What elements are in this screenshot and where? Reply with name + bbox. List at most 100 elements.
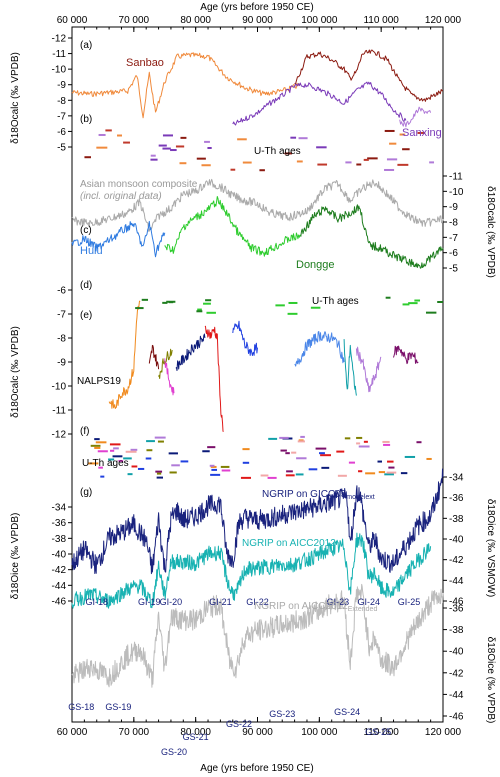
- label-dongge: Dongge: [296, 259, 335, 271]
- gs-label-6: GS-24: [334, 707, 360, 717]
- y-axis-cd-tick-label: -11: [449, 172, 463, 183]
- gi-label-6: GI-24: [358, 597, 381, 607]
- label-uth-ab: U-Th ages: [254, 146, 301, 157]
- x-tick-label-bottom: 110 000: [363, 727, 399, 738]
- y-axis-ef-tick-label: -9: [57, 358, 66, 369]
- panel-letter-a: (a): [80, 40, 92, 51]
- y-axis-g-left-tick-label: -34: [52, 503, 67, 514]
- x-axis-top: 60 000 70 000 80 000 90 000 100 000 110 000 12…: [57, 15, 462, 32]
- series-ef-4: [175, 333, 206, 371]
- y-axis-g-right-bottom-tick-label: -40: [449, 647, 464, 658]
- series-g-aicc: [71, 532, 432, 609]
- label-uth-ef: U-Th ages: [82, 458, 129, 469]
- y-axis-cd-tick-label: -6: [449, 248, 458, 259]
- y-axis-g-right-top-tick-label: -40: [449, 535, 464, 546]
- panel-letter-f: (f): [80, 426, 89, 437]
- label-ngrip-gicc-main: NGRIP on GICC05: [262, 489, 347, 500]
- y-axis-g-right-top-tick-label: -36: [449, 493, 464, 504]
- y-axis-g-right-bottom-tick-label: -44: [449, 690, 464, 701]
- x-tick-label-top: 90 000: [242, 15, 273, 26]
- series-cd-0: [71, 178, 444, 232]
- y-title-g-right-bottom: δ18Oice (‰ VPDB): [485, 637, 496, 724]
- gs-label-2: GS-20: [161, 747, 187, 757]
- stadial-interstadial-annotations: GI-18 GI-19 GI-20 GI-21 GI-22 GI-23 GI-24 GI-25…: [68, 597, 420, 757]
- panel-letter-d: (d): [80, 280, 92, 291]
- y-axis-ef-tick-label: -11: [52, 406, 66, 417]
- x-tick-label-top: 70 000: [119, 15, 150, 26]
- bottom-axis-title: Age (yrs before 1950 CE): [200, 763, 313, 774]
- gi-label-1: GI-19: [138, 597, 161, 607]
- y-title-g-left: δ18Oice (‰ VPDB): [10, 513, 21, 600]
- series-ef-8: [343, 339, 357, 396]
- series-cd-2: [164, 196, 302, 257]
- y-axis-g-right-top-tick-label: -46: [449, 597, 464, 608]
- gs-label-4: GS-22: [226, 719, 252, 729]
- y-axis-g-left-tick-label: -36: [52, 518, 67, 529]
- y-axis-ab-tick-label: -9: [57, 80, 66, 91]
- y-axis-g-right-top-tick-label: -34: [449, 473, 464, 484]
- gs-label-0: GS-18: [68, 702, 94, 712]
- y-axis-ef-tick-label: -6: [57, 286, 66, 297]
- y-axis-cd-tick-label: -10: [449, 187, 464, 198]
- label-ngrip-gicc: NGRIP on GICC05modelext: [262, 489, 375, 501]
- y-axis-ef-tick-label: -10: [52, 382, 67, 393]
- y-axis-ab-tick-label: -7: [57, 111, 66, 122]
- y-axis-g-left-tick-label: -46: [52, 597, 67, 608]
- series-cd-3: [300, 204, 444, 269]
- panel-letter-g: (g): [80, 487, 92, 498]
- gi-label-0: GI-18: [85, 597, 108, 607]
- y-axes: -12 -11 -10 -9 -8 -7 -6 -5 -11 -10 -9 -8 -7 -6 -5 -12 -1…: [52, 34, 464, 723]
- gs-label-7: GS-25: [365, 727, 391, 737]
- series-cd-1: [71, 220, 166, 258]
- y-axis-g-right-bottom-tick-label: -38: [449, 625, 464, 636]
- label-ngrip-aicc-ext-sub: Extended: [348, 606, 378, 613]
- x-tick-label-bottom: 70 000: [119, 727, 150, 738]
- label-ngrip-aicc-ext: NGRIP on AICC2012Extended: [254, 601, 377, 613]
- x-tick-label-top: 60 000: [57, 15, 88, 26]
- y-axis-ef-tick-label: -7: [57, 310, 66, 321]
- y-axis-g-right-bottom-tick-label: -36: [449, 604, 464, 615]
- label-ngrip-aicc: NGRIP on AICC2012: [242, 538, 336, 549]
- y-axis-ab-tick-label: -6: [57, 127, 66, 138]
- y-axis-cd-tick-label: -5: [449, 264, 458, 275]
- x-tick-label-top: 80 000: [180, 15, 211, 26]
- y-title-g-right-top: δ18Oice (‰ VSMOW): [485, 499, 496, 597]
- series-ab-3: [399, 106, 432, 128]
- y-axis-ef-tick-label: -8: [57, 334, 66, 345]
- panel-letter-c: (c): [80, 225, 92, 236]
- label-nalps19: NALPS19: [77, 376, 121, 387]
- x-tick-label-top: 100 000: [301, 15, 338, 26]
- x-tick-label-bottom: 90 000: [242, 727, 273, 738]
- y-title-ab: δ18Ocalc (‰ VPDB): [10, 52, 21, 144]
- x-tick-label-bottom: 100 000: [301, 727, 338, 738]
- series-ab-1: [294, 49, 444, 102]
- y-axis-cd-tick-label: -7: [449, 233, 458, 244]
- x-tick-label-top: 120 000: [425, 15, 462, 26]
- y-axis-ab-tick-label: -5: [57, 143, 66, 154]
- series-ab-0: [71, 52, 302, 119]
- y-axis-ab-tick-label: -8: [57, 96, 66, 107]
- series-ef-10: [393, 345, 419, 365]
- uth-age-bars: [84, 129, 444, 479]
- gi-label-7: GI-25: [398, 597, 421, 607]
- series-ef-3: [164, 358, 175, 396]
- series-ef-1: [148, 344, 160, 370]
- y-axis-g-left-tick-label: -42: [52, 565, 67, 576]
- gs-label-3: GS-21: [183, 732, 209, 742]
- gi-label-4: GI-22: [246, 597, 269, 607]
- series-g-aicc-ext: [71, 583, 444, 688]
- x-tick-label-bottom: 80 000: [180, 727, 211, 738]
- series-ab-2: [232, 81, 407, 126]
- x-tick-label-top: 110 000: [363, 15, 399, 26]
- top-axis-title: Age (yrs before 1950 CE): [200, 2, 313, 13]
- y-axis-g-right-bottom-tick-label: -42: [449, 668, 464, 679]
- series-ef-7: [294, 331, 345, 367]
- y-axis-g-right-top-tick-label: -42: [449, 555, 464, 566]
- y-title-cd: δ18Ocalc (‰ VPDB): [485, 186, 496, 278]
- series-ef-5: [204, 325, 224, 432]
- label-hulu: Hulu: [80, 245, 103, 257]
- label-composite-1: Asian monsoon composite: [80, 179, 198, 190]
- y-axis-ef-tick-label: -12: [52, 430, 67, 441]
- y-axis-ab-tick-label: -10: [52, 65, 67, 76]
- x-tick-label-bottom: 60 000: [57, 727, 88, 738]
